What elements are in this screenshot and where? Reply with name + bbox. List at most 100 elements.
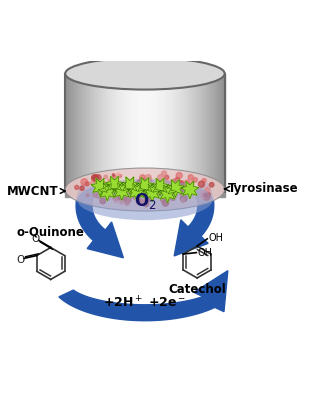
Text: O$_2$: O$_2$ bbox=[134, 191, 156, 211]
Circle shape bbox=[106, 186, 110, 189]
Circle shape bbox=[119, 196, 123, 200]
Bar bbox=[151, 74, 153, 197]
Bar bbox=[193, 74, 195, 197]
Circle shape bbox=[127, 189, 131, 192]
Circle shape bbox=[144, 187, 149, 192]
Circle shape bbox=[151, 185, 154, 188]
Bar bbox=[179, 74, 181, 197]
Circle shape bbox=[102, 189, 109, 196]
Circle shape bbox=[176, 182, 183, 189]
Circle shape bbox=[154, 189, 160, 196]
Circle shape bbox=[136, 187, 138, 189]
Circle shape bbox=[179, 186, 183, 190]
Circle shape bbox=[100, 198, 106, 204]
Polygon shape bbox=[181, 181, 199, 199]
Circle shape bbox=[160, 186, 167, 193]
Circle shape bbox=[130, 187, 134, 192]
Circle shape bbox=[144, 185, 147, 188]
Circle shape bbox=[134, 190, 137, 193]
Bar bbox=[121, 74, 123, 197]
Polygon shape bbox=[166, 180, 184, 197]
Circle shape bbox=[176, 173, 182, 178]
Circle shape bbox=[154, 187, 159, 192]
Polygon shape bbox=[151, 178, 169, 196]
Circle shape bbox=[135, 188, 140, 192]
Polygon shape bbox=[105, 176, 124, 194]
Bar bbox=[125, 74, 127, 197]
Bar bbox=[165, 74, 167, 197]
Circle shape bbox=[144, 196, 150, 202]
Circle shape bbox=[104, 175, 108, 179]
Circle shape bbox=[120, 200, 124, 203]
Circle shape bbox=[193, 178, 197, 182]
Circle shape bbox=[112, 176, 119, 182]
Bar bbox=[119, 74, 121, 197]
Polygon shape bbox=[121, 177, 139, 194]
Circle shape bbox=[108, 196, 111, 200]
Circle shape bbox=[144, 194, 148, 198]
Ellipse shape bbox=[65, 168, 225, 211]
Bar bbox=[205, 74, 207, 197]
Bar bbox=[93, 74, 95, 197]
Bar bbox=[173, 74, 175, 197]
Circle shape bbox=[171, 192, 177, 199]
Bar bbox=[113, 74, 115, 197]
Circle shape bbox=[202, 179, 206, 182]
Text: MWCNT: MWCNT bbox=[7, 185, 65, 198]
Circle shape bbox=[123, 197, 127, 201]
Circle shape bbox=[127, 196, 132, 200]
Circle shape bbox=[138, 185, 142, 189]
Circle shape bbox=[147, 186, 152, 192]
Bar bbox=[83, 74, 85, 197]
Circle shape bbox=[145, 185, 152, 192]
Bar bbox=[101, 74, 103, 197]
Bar bbox=[213, 74, 215, 197]
Circle shape bbox=[108, 180, 113, 185]
Circle shape bbox=[136, 198, 141, 203]
Circle shape bbox=[175, 183, 179, 187]
Bar bbox=[155, 74, 157, 197]
Circle shape bbox=[157, 190, 162, 194]
Circle shape bbox=[168, 183, 174, 189]
Circle shape bbox=[167, 180, 173, 186]
Bar bbox=[123, 74, 125, 197]
Circle shape bbox=[146, 175, 151, 180]
Circle shape bbox=[200, 193, 205, 198]
Circle shape bbox=[157, 180, 161, 185]
Circle shape bbox=[117, 188, 124, 194]
Bar bbox=[117, 74, 119, 197]
Circle shape bbox=[136, 198, 142, 204]
Circle shape bbox=[210, 182, 214, 187]
Circle shape bbox=[170, 183, 172, 185]
Circle shape bbox=[200, 192, 204, 195]
Bar bbox=[187, 74, 189, 197]
Circle shape bbox=[116, 173, 121, 177]
Circle shape bbox=[139, 187, 143, 191]
Circle shape bbox=[126, 192, 129, 196]
Circle shape bbox=[178, 181, 183, 186]
Circle shape bbox=[104, 195, 106, 197]
Bar bbox=[197, 74, 199, 197]
Circle shape bbox=[131, 190, 138, 197]
Circle shape bbox=[162, 184, 165, 187]
Circle shape bbox=[159, 189, 162, 192]
Bar bbox=[145, 74, 147, 197]
Circle shape bbox=[94, 178, 97, 181]
Bar bbox=[85, 74, 87, 197]
Circle shape bbox=[75, 185, 79, 189]
Text: Catechol: Catechol bbox=[168, 283, 226, 296]
Polygon shape bbox=[159, 185, 176, 203]
Bar bbox=[163, 74, 165, 197]
Circle shape bbox=[141, 185, 144, 188]
Bar bbox=[211, 74, 213, 197]
Bar bbox=[129, 74, 131, 197]
Circle shape bbox=[175, 178, 180, 182]
Circle shape bbox=[119, 190, 123, 194]
Circle shape bbox=[119, 189, 125, 196]
Bar bbox=[157, 74, 159, 197]
Bar bbox=[97, 74, 99, 197]
Circle shape bbox=[202, 193, 205, 196]
Circle shape bbox=[113, 196, 118, 200]
Bar bbox=[191, 74, 193, 197]
Circle shape bbox=[144, 195, 147, 198]
